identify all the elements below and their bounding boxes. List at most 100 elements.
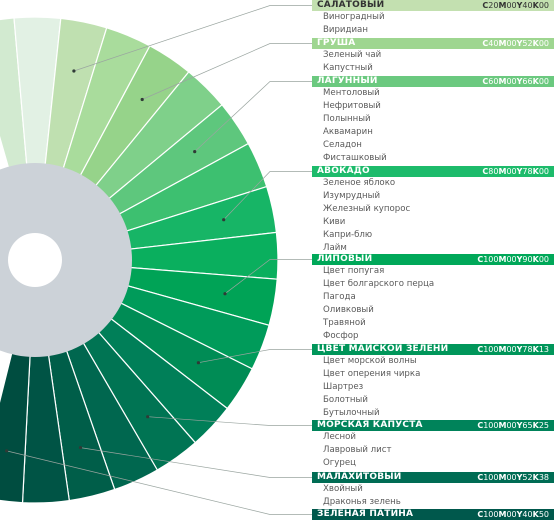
leader-dot — [140, 97, 144, 102]
leader-dot — [193, 150, 197, 154]
group-cmyk: C60M00Y66K00 — [482, 77, 549, 86]
group-cmyk: C80M00Y78K00 — [482, 167, 549, 176]
color-name: Зеленый чай — [323, 50, 382, 60]
color-name: Капри-блю — [323, 230, 373, 240]
color-name: Ментоловый — [323, 88, 380, 98]
color-name: Драконья зелень — [323, 497, 401, 507]
cmyk-value: 13 — [538, 345, 549, 354]
cmyk-value: 00 — [538, 167, 549, 176]
color-name: Виридиан — [323, 25, 368, 35]
color-name: Огурец — [323, 458, 356, 468]
leader-dot — [222, 218, 226, 222]
color-name: Аквамарин — [323, 127, 373, 137]
wheel-wedge — [0, 351, 31, 504]
leader-line — [223, 171, 312, 220]
color-name: Капустный — [323, 63, 373, 73]
wheel-inner-disc — [0, 163, 132, 357]
leader-dot — [5, 449, 9, 453]
color-name: Цвет морской волны — [323, 356, 417, 366]
cmyk-value: 50 — [538, 510, 549, 519]
color-name: Зеленое яблоко — [323, 178, 396, 188]
color-name: Бутылочный — [323, 408, 380, 418]
group-cmyk: C40M00Y52K00 — [482, 39, 549, 48]
color-name: Оливковый — [323, 305, 374, 315]
color-name: Фисташковый — [323, 153, 387, 163]
color-name: Травяной — [323, 318, 366, 328]
cmyk-value: 100 — [483, 510, 499, 519]
cmyk-value: 100 — [483, 473, 499, 482]
cmyk-value: 38 — [538, 473, 549, 482]
group-name: ЛАГУННЫЙ — [317, 76, 378, 86]
group-cmyk: C100M00Y52K38 — [477, 473, 549, 482]
wheel-wedges — [0, 16, 279, 504]
group-header: АВОКАДО C80M00Y78K00 — [312, 166, 554, 177]
leader-dot — [196, 361, 200, 365]
cmyk-value: 00 — [506, 255, 517, 264]
cmyk-value: 78 — [522, 167, 533, 176]
group-header: ГРУША C40M00Y52K00 — [312, 38, 554, 49]
cmyk-value: 80 — [488, 167, 499, 176]
leader-dot — [72, 69, 76, 73]
color-name: Селадон — [323, 140, 362, 150]
group-name: ГРУША — [317, 38, 356, 48]
group-name: АВОКАДО — [317, 166, 370, 176]
cmyk-value: 00 — [506, 421, 517, 430]
cmyk-value: 100 — [483, 255, 499, 264]
leader-dot — [223, 292, 227, 296]
cmyk-value: 00 — [506, 1, 517, 10]
group-cmyk: C100M00Y90K00 — [477, 255, 549, 264]
cmyk-value: 00 — [506, 473, 517, 482]
color-name: Цвет болгарского перца — [323, 279, 435, 289]
color-name: Киви — [323, 217, 346, 227]
cmyk-value: 00 — [506, 39, 517, 48]
wheel-center-hole — [8, 233, 62, 287]
color-name: Фосфор — [323, 331, 359, 341]
color-name: Лайм — [323, 243, 347, 253]
group-header: ЛИПОВЫЙ C100M00Y90K00 — [312, 254, 554, 265]
group-name: ЦВЕТ МАЙСКОЙ ЗЕЛЕНИ — [317, 344, 449, 354]
cmyk-value: 00 — [538, 39, 549, 48]
leader-line — [194, 81, 312, 152]
leader-line — [73, 5, 312, 72]
cmyk-value: 00 — [506, 77, 517, 86]
cmyk-value: 00 — [506, 167, 517, 176]
leader-line — [147, 416, 312, 426]
group-name: ЗЕЛЕНАЯ ПАТИНА — [317, 509, 414, 519]
leader-lines — [5, 5, 312, 515]
color-name: Полынный — [323, 114, 371, 124]
group-name: САЛАТОВЫЙ — [317, 0, 385, 10]
cmyk-value: 00 — [538, 1, 549, 10]
group-name: МАЛАХИТОВЫЙ — [317, 472, 402, 482]
cmyk-value: 00 — [506, 345, 517, 354]
cmyk-value: 90 — [522, 255, 533, 264]
group-header: ЦВЕТ МАЙСКОЙ ЗЕЛЕНИ C100M00Y78K13 — [312, 344, 554, 355]
leader-line — [6, 450, 312, 515]
cmyk-value: 20 — [488, 1, 499, 10]
cmyk-value: 40 — [488, 39, 499, 48]
leader-line — [142, 43, 312, 100]
cmyk-value: 00 — [506, 510, 517, 519]
group-cmyk: C100M00Y78K13 — [477, 345, 549, 354]
cmyk-value: 52 — [522, 39, 533, 48]
group-header: ЛАГУННЫЙ C60M00Y66K00 — [312, 76, 554, 87]
cmyk-value: 60 — [488, 77, 499, 86]
group-cmyk: C100M00Y40K50 — [477, 510, 549, 519]
cmyk-value: 00 — [538, 77, 549, 86]
cmyk-value: 52 — [522, 473, 533, 482]
leader-line — [198, 349, 312, 364]
group-header: МАЛАХИТОВЫЙ C100M00Y52K38 — [312, 472, 554, 483]
group-name: МОРСКАЯ КАПУСТА — [317, 420, 423, 430]
cmyk-value: 40 — [522, 510, 533, 519]
group-header: МОРСКАЯ КАПУСТА C100M00Y65K25 — [312, 420, 554, 431]
leader-line — [224, 259, 312, 294]
leader-dot — [146, 415, 150, 419]
color-name: Пагода — [323, 292, 356, 302]
color-name: Хвойный — [323, 484, 363, 494]
cmyk-value: 00 — [538, 255, 549, 264]
group-header: САЛАТОВЫЙ C20M00Y40K00 — [312, 0, 554, 11]
color-name: Нефритовый — [323, 101, 381, 111]
color-name: Виноградный — [323, 12, 385, 22]
group-cmyk: C100M00Y65K25 — [477, 421, 549, 430]
